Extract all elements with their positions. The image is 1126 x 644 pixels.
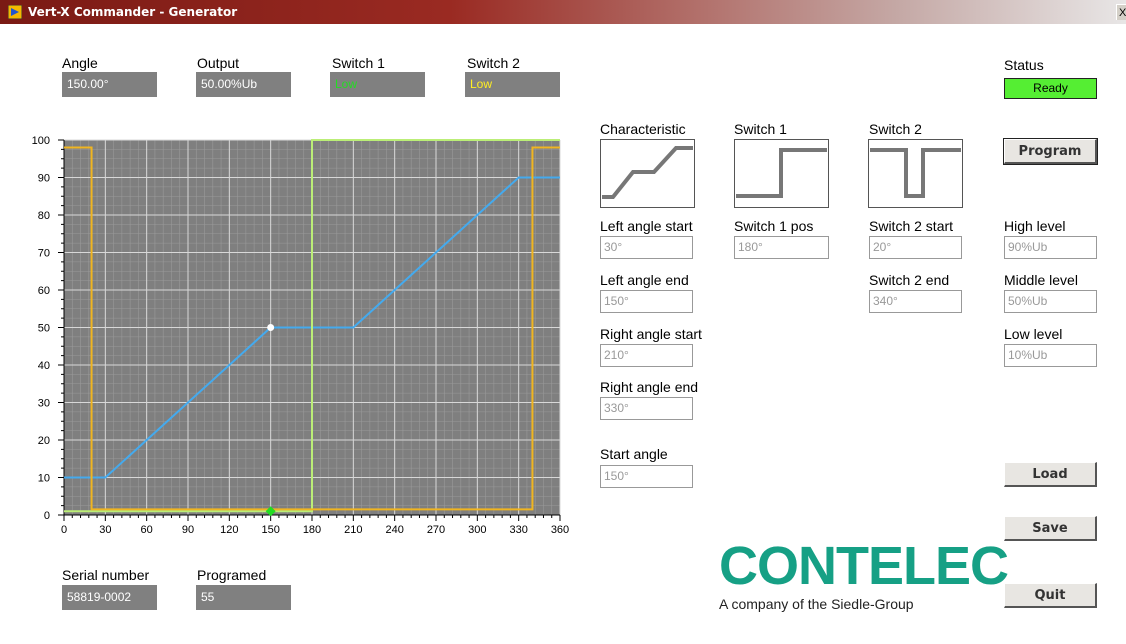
chart-x-tick-label: 360 — [551, 524, 569, 536]
chart-x-tick-label: 240 — [385, 524, 403, 536]
chart-y-tick-label: 60 — [38, 285, 50, 297]
switch2-label: Switch 2 — [467, 55, 520, 71]
chart-x-tick-label: 210 — [344, 524, 362, 536]
switch2-start-label: Switch 2 start — [869, 218, 954, 234]
title-bar: Vert-X Commander - Generator X — [0, 0, 1126, 24]
chart-x-tick-label: 270 — [427, 524, 445, 536]
chart-y-tick-label: 70 — [38, 248, 50, 260]
programed-readout: 55 — [196, 585, 291, 610]
switch2-config-label: Switch 2 — [869, 121, 922, 137]
high-level-field[interactable]: 90%Ub — [1004, 236, 1097, 259]
save-button[interactable]: Save — [1004, 516, 1097, 541]
chart-y-tick-label: 40 — [38, 360, 50, 372]
low-level-label: Low level — [1004, 326, 1063, 342]
left-angle-end-field[interactable]: 150° — [600, 290, 693, 313]
chart-y-tick-label: 90 — [38, 173, 50, 185]
chart-x-tick-label: 90 — [182, 524, 194, 536]
program-button[interactable]: Program — [1003, 138, 1098, 165]
window-title: Vert-X Commander - Generator — [28, 5, 238, 19]
switch2-readout: Low — [465, 72, 560, 97]
chart-position-marker — [267, 324, 275, 331]
low-level-field[interactable]: 10%Ub — [1004, 344, 1097, 367]
chart-series-line-2 — [64, 139, 560, 513]
chart-series-line-3 — [64, 146, 560, 511]
app-icon — [8, 5, 22, 19]
output-label: Output — [197, 55, 240, 71]
serial-number-label: Serial number — [62, 567, 150, 583]
characteristic-label: Characteristic — [600, 121, 686, 137]
status-indicator: Ready — [1004, 78, 1097, 99]
right-angle-end-field[interactable]: 330° — [600, 397, 693, 420]
contelec-logo: CONTELEC — [719, 536, 1009, 596]
right-angle-end-label: Right angle end — [600, 379, 699, 395]
switch1-config-label: Switch 1 — [734, 121, 787, 137]
chart-switch-marker — [265, 506, 276, 517]
chart-x-tick-label: 30 — [99, 524, 111, 536]
switch2-end-field[interactable]: 340° — [869, 290, 962, 313]
left-angle-start-label: Left angle start — [600, 218, 693, 234]
output-readout: 50.00%Ub — [196, 72, 291, 97]
chart-x-tick-label: 120 — [220, 524, 238, 536]
left-angle-start-field[interactable]: 30° — [600, 236, 693, 259]
characteristic-icon[interactable] — [600, 139, 695, 208]
programed-label: Programed — [197, 567, 267, 583]
chart-y-tick-label: 30 — [38, 398, 50, 410]
angle-readout: 150.00° — [62, 72, 157, 97]
serial-number-readout: 58819-0002 — [62, 585, 157, 610]
logo-tagline: A company of the Siedle-Group — [719, 596, 914, 612]
angle-label: Angle — [62, 55, 98, 71]
switch1-pos-label: Switch 1 pos — [734, 218, 814, 234]
chart-y-tick-label: 100 — [32, 135, 50, 147]
switch1-icon[interactable] — [734, 139, 829, 208]
switch1-label: Switch 1 — [332, 55, 385, 71]
switch1-readout: Low — [330, 72, 425, 97]
chart-y-tick-label: 80 — [38, 210, 50, 222]
left-angle-end-label: Left angle end — [600, 272, 689, 288]
switch2-icon[interactable] — [868, 139, 963, 208]
switch1-pos-field[interactable]: 180° — [734, 236, 829, 259]
switch2-start-field[interactable]: 20° — [869, 236, 962, 259]
chart-y-tick-label: 50 — [38, 323, 50, 335]
chart-x-tick-label: 180 — [303, 524, 321, 536]
load-button[interactable]: Load — [1004, 462, 1097, 487]
start-angle-field[interactable]: 150° — [600, 465, 693, 488]
chart-y-tick-label: 10 — [38, 473, 50, 485]
quit-button[interactable]: Quit — [1004, 583, 1097, 608]
switch2-end-label: Switch 2 end — [869, 272, 950, 288]
chart-y-tick-label: 20 — [38, 435, 50, 447]
middle-level-label: Middle level — [1004, 272, 1078, 288]
right-angle-start-label: Right angle start — [600, 326, 702, 342]
chart-y-tick-label: 0 — [44, 510, 50, 522]
status-label: Status — [1004, 57, 1044, 73]
chart-x-tick-label: 150 — [261, 524, 279, 536]
chart-x-tick-label: 300 — [468, 524, 486, 536]
chart-x-tick-label: 0 — [61, 524, 67, 536]
chart-x-tick-label: 330 — [509, 524, 527, 536]
middle-level-field[interactable]: 50%Ub — [1004, 290, 1097, 313]
chart-x-tick-label: 60 — [141, 524, 153, 536]
right-angle-start-field[interactable]: 210° — [600, 344, 693, 367]
generator-chart: 0 30 60 90 120 150 180 210 240 270 300 330 360 0 10 20 3… — [32, 135, 570, 536]
close-button[interactable]: X — [1116, 4, 1126, 20]
high-level-label: High level — [1004, 218, 1066, 234]
start-angle-label: Start angle — [600, 446, 668, 462]
